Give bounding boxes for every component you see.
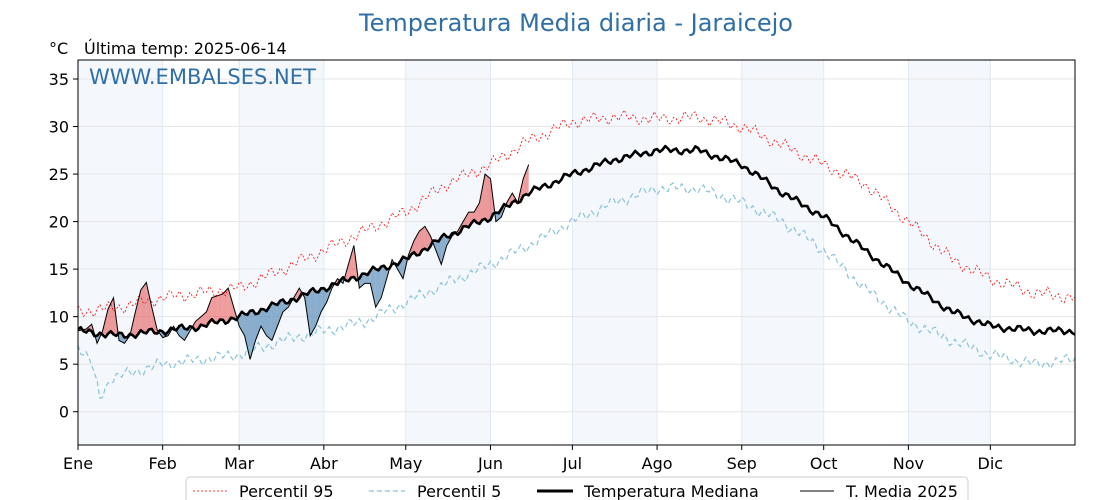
difference-fill [381, 266, 387, 298]
x-tick-label: Jul [562, 454, 582, 473]
difference-fill [261, 309, 267, 336]
series-line-p5 [77, 182, 1076, 399]
difference-fill [228, 288, 234, 323]
difference-fill [463, 212, 469, 228]
difference-fill [255, 309, 261, 341]
x-tick-label: Oct [810, 454, 838, 473]
x-tick-label: Jun [477, 454, 503, 473]
difference-fill [271, 302, 278, 341]
month-band [239, 60, 324, 445]
y-tick-label: 15 [49, 260, 69, 279]
x-tick-label: Mar [224, 454, 255, 473]
plot-frame [77, 59, 1076, 446]
difference-fill [485, 174, 491, 220]
difference-fill [146, 282, 152, 334]
x-tick-label: Sep [727, 454, 757, 473]
month-band [741, 60, 824, 445]
difference-fill [211, 295, 218, 324]
watermark: WWW.EMBALSES.NET [89, 65, 316, 89]
legend-label-2025: T. Media 2025 [845, 482, 958, 500]
series-line-2025 [77, 164, 530, 360]
y-tick-label: 25 [49, 165, 69, 184]
last-temp-label: Última temp: 2025-06-14 [84, 39, 287, 58]
difference-fill [414, 231, 420, 255]
series-lines [77, 109, 1076, 399]
x-tick-label: Ago [642, 454, 673, 473]
unit-label: °C [49, 39, 68, 58]
difference-fill [441, 236, 447, 265]
y-tick-label: 35 [49, 70, 69, 89]
chart-title: Temperatura Media diaria - Jaraicejo [358, 9, 793, 37]
y-tick-label: 5 [59, 355, 69, 374]
difference-fill [523, 164, 529, 196]
legend-label-p95: Percentil 95 [239, 482, 334, 500]
series-line-p95 [77, 109, 1076, 318]
legend-label-median: Temperatura Mediana [583, 482, 759, 500]
y-tick-label: 10 [49, 308, 69, 327]
month-band [78, 60, 163, 445]
x-tick-label: Abr [310, 454, 338, 473]
difference-fill [321, 288, 327, 312]
y-tick-label: 30 [49, 118, 69, 137]
difference-fill [474, 202, 480, 224]
x-tick-label: Ene [63, 454, 93, 473]
grid-lines [77, 60, 1075, 445]
x-tick-label: Feb [149, 454, 177, 473]
month-shading [78, 60, 991, 445]
difference-fill [479, 174, 485, 224]
x-tick-label: May [389, 454, 422, 473]
difference-fill [375, 266, 382, 308]
difference-fill [217, 293, 223, 324]
difference-fill [424, 226, 431, 249]
difference-fill [222, 288, 229, 323]
y-tick-label: 20 [49, 213, 69, 232]
legend: Percentil 95 Percentil 5 Temperatura Med… [185, 476, 969, 500]
difference-fill [266, 302, 272, 341]
month-band [908, 60, 991, 445]
x-tick-label: Nov [893, 454, 924, 473]
legend-box [185, 476, 969, 500]
difference-fill [135, 290, 141, 338]
difference-fill [140, 282, 147, 334]
y-tick-label: 0 [59, 403, 69, 422]
difference-fill [315, 288, 322, 327]
month-band [572, 60, 658, 445]
difference-fill [239, 314, 245, 336]
difference-fill [435, 237, 442, 265]
x-axis-ticks: Ene Feb Mar Abr May Jun Jul Ago Sep Oct Nov Dic [63, 445, 1003, 473]
difference-fill [277, 299, 283, 327]
difference-fill [244, 310, 251, 360]
difference-fill [397, 256, 403, 279]
y-axis-ticks: 0 5 10 15 20 25 30 35 [49, 70, 78, 422]
x-tick-label: Dic [978, 454, 1004, 473]
difference-fill [310, 290, 316, 336]
series-line-median [77, 144, 1076, 339]
difference-fill [348, 245, 354, 282]
difference-fill [370, 269, 376, 308]
legend-label-p5: Percentil 5 [417, 482, 501, 500]
difference-fill [250, 310, 256, 360]
difference-fill [419, 226, 425, 255]
